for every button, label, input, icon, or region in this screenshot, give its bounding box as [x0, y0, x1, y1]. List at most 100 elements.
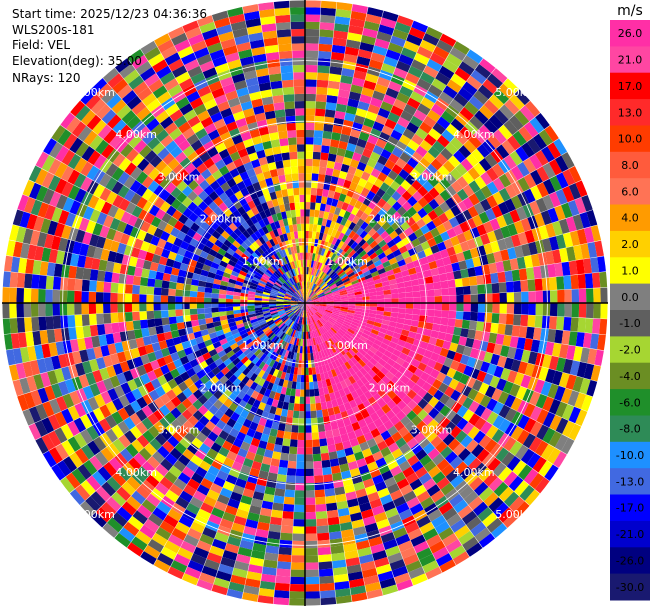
- velocity-gate: [139, 524, 156, 539]
- velocity-gate: [251, 346, 259, 354]
- velocity-gate: [157, 552, 174, 567]
- velocity-gate: [282, 256, 288, 265]
- velocity-gate: [258, 82, 272, 92]
- velocity-gate: [301, 367, 305, 376]
- velocity-gate: [454, 131, 469, 145]
- velocity-gate: [414, 163, 426, 175]
- velocity-gate: [332, 290, 340, 295]
- velocity-gate: [233, 291, 241, 297]
- velocity-gate: [255, 328, 263, 335]
- velocity-gate: [96, 380, 108, 394]
- velocity-gate: [376, 76, 391, 88]
- velocity-gate: [291, 359, 296, 368]
- velocity-gate: [241, 315, 250, 320]
- velocity-gate: [353, 526, 367, 536]
- velocity-gate: [366, 438, 377, 448]
- velocity-gate: [159, 416, 171, 429]
- velocity-gate: [279, 459, 289, 468]
- velocity-gate: [252, 197, 261, 207]
- velocity-gate: [298, 425, 305, 433]
- velocity-gate: [106, 114, 122, 129]
- velocity-gate: [155, 463, 169, 477]
- velocity-gate: [49, 191, 62, 207]
- velocity-gate: [397, 206, 407, 217]
- velocity-gate: [39, 261, 49, 276]
- velocity-gate: [415, 449, 428, 461]
- velocity-gate: [229, 127, 241, 139]
- velocity-gate: [93, 247, 103, 260]
- velocity-gate: [248, 354, 257, 362]
- velocity-gate: [287, 137, 297, 146]
- velocity-gate: [252, 323, 260, 330]
- velocity-gate: [75, 229, 86, 243]
- velocity-gate: [190, 454, 203, 467]
- velocity-gate: [245, 77, 259, 87]
- velocity-gate: [176, 392, 188, 403]
- velocity-gate: [283, 272, 290, 280]
- velocity-gate: [317, 532, 330, 541]
- velocity-gate: [305, 447, 313, 455]
- velocity-gate: [462, 197, 474, 210]
- velocity-gate: [226, 418, 237, 428]
- velocity-gate: [194, 420, 205, 432]
- velocity-gate: [140, 221, 151, 233]
- velocity-gate: [233, 174, 243, 185]
- velocity-gate: [226, 178, 237, 188]
- velocity-gate: [166, 205, 177, 217]
- velocity-gate: [302, 288, 305, 296]
- velocity-gate: [83, 459, 98, 476]
- velocity-gate: [131, 101, 147, 116]
- velocity-gate: [305, 569, 319, 578]
- velocity-gate: [206, 253, 215, 262]
- velocity-gate: [319, 568, 334, 577]
- velocity-gate: [398, 54, 414, 66]
- velocity-gate: [225, 298, 233, 303]
- velocity-gate: [364, 215, 374, 225]
- velocity-gate: [415, 145, 428, 158]
- velocity-gate: [305, 288, 308, 296]
- velocity-gate: [267, 321, 275, 327]
- velocity-gate: [410, 253, 420, 262]
- velocity-gate: [222, 171, 233, 182]
- velocity-gate: [338, 193, 347, 202]
- velocity-gate: [282, 218, 289, 227]
- velocity-gate: [103, 303, 111, 314]
- velocity-gate: [458, 87, 473, 102]
- velocity-gate: [278, 174, 286, 183]
- velocity-gate: [305, 298, 311, 303]
- velocity-gate: [230, 411, 240, 422]
- velocity-gate: [527, 138, 541, 154]
- velocity-gate: [245, 326, 254, 333]
- velocity-gate: [116, 220, 128, 233]
- velocity-gate: [308, 360, 312, 368]
- velocity-gate: [45, 303, 53, 317]
- velocity-gate: [241, 221, 250, 230]
- velocity-gate: [317, 539, 331, 548]
- velocity-gate: [292, 540, 305, 549]
- velocity-gate: [224, 188, 235, 198]
- velocity-gate: [138, 209, 149, 221]
- velocity-gate: [356, 247, 364, 255]
- velocity-gate: [5, 349, 16, 366]
- velocity-gate: [195, 128, 208, 140]
- velocity-gate: [186, 332, 196, 341]
- velocity-gate: [133, 217, 145, 230]
- velocity-gate: [262, 170, 272, 180]
- velocity-gate: [283, 297, 292, 300]
- velocity-gate: [466, 75, 483, 90]
- velocity-gate: [503, 78, 520, 94]
- velocity-gate: [205, 282, 214, 289]
- velocity-gate: [146, 303, 154, 312]
- velocity-gate: [401, 250, 411, 259]
- velocity-gate: [523, 121, 539, 138]
- velocity-gate: [425, 26, 443, 40]
- velocity-gate: [562, 169, 576, 186]
- velocity-gate: [167, 295, 176, 303]
- velocity-gate: [237, 471, 249, 482]
- velocity-gate: [203, 437, 215, 449]
- velocity-gate: [182, 466, 195, 479]
- velocity-gate: [376, 563, 392, 575]
- velocity-gate: [192, 325, 201, 333]
- velocity-gate: [379, 577, 396, 589]
- velocity-gate: [154, 433, 167, 446]
